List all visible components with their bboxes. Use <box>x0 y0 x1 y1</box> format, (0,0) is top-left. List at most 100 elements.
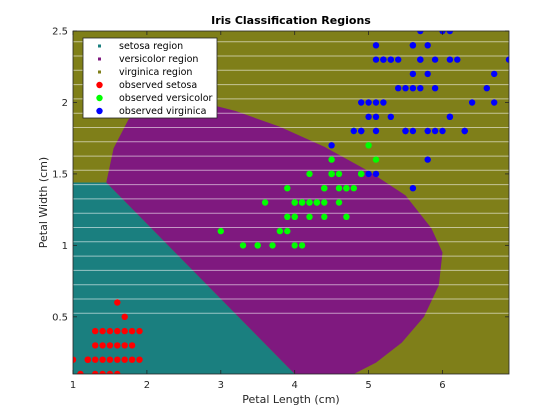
virginica-point <box>365 113 372 121</box>
y-tick-label: 1 <box>62 241 68 252</box>
virginica-point <box>358 99 365 106</box>
versicolor-point <box>291 213 298 220</box>
y-tick-label: 2.5 <box>52 27 68 38</box>
virginica-point <box>409 85 417 92</box>
virginica-point <box>446 31 454 35</box>
virginica-point <box>424 42 431 49</box>
versicolor-point <box>343 213 350 220</box>
versicolor-point <box>321 185 328 192</box>
x-axis-label: Petal Length (cm) <box>242 393 339 406</box>
versicolor-point <box>276 227 284 235</box>
virginica-point <box>431 127 439 135</box>
versicolor-point <box>284 227 291 235</box>
virginica-point <box>380 99 387 106</box>
virginica-point <box>409 70 417 78</box>
setosa-point <box>114 356 121 363</box>
legend-marker-virginica-region <box>98 70 101 74</box>
virginica-point <box>365 170 372 178</box>
setosa-point <box>128 342 136 349</box>
virginica-point <box>387 56 394 63</box>
legend-label-setosa-region: setosa region <box>119 41 183 52</box>
setosa-point <box>114 299 121 306</box>
versicolor-point <box>313 199 321 206</box>
legend-marker-observed-versicolor <box>96 94 103 102</box>
legend-marker-setosa-region <box>98 44 101 48</box>
setosa-point <box>99 370 106 374</box>
observed-points <box>73 31 509 374</box>
versicolor-point <box>298 199 306 206</box>
setosa-point <box>77 370 84 374</box>
virginica-point <box>328 142 335 149</box>
versicolor-point <box>321 213 328 220</box>
setosa-point <box>92 342 99 349</box>
virginica-point <box>402 127 409 135</box>
versicolor-region <box>106 96 443 374</box>
virginica-point <box>350 127 357 135</box>
virginica-point <box>365 99 372 106</box>
virginica-point <box>439 127 446 135</box>
y-tick-label: 0.5 <box>52 312 68 323</box>
virginica-point <box>424 156 431 163</box>
legend-label-observed-setosa: observed setosa <box>119 80 197 91</box>
x-tick-label: 3 <box>218 380 224 391</box>
virginica-point <box>387 113 394 121</box>
legend-label-observed-virginica: observed virginica <box>119 106 206 117</box>
virginica-point <box>380 56 387 63</box>
virginica-point <box>372 127 380 135</box>
versicolor-point <box>372 156 380 163</box>
versicolor-point <box>328 170 335 178</box>
virginica-point <box>468 99 476 106</box>
legend-marker-observed-virginica <box>96 107 103 115</box>
setosa-point <box>121 342 128 349</box>
versicolor-point <box>284 185 291 192</box>
versicolor-point <box>365 142 372 149</box>
setosa-point <box>84 356 92 363</box>
versicolor-point <box>321 199 328 206</box>
y-tick-label: 1.5 <box>52 169 68 180</box>
virginica-point <box>483 85 490 92</box>
versicolor-point <box>335 170 343 178</box>
setosa-point <box>121 313 128 320</box>
virginica-point <box>431 85 439 92</box>
y-tick-label: 2 <box>62 98 68 109</box>
virginica-point <box>402 85 409 92</box>
setosa-point <box>99 356 106 363</box>
y-axis-ticks: 0.5 1 1.5 2 2.5 <box>52 27 509 323</box>
setosa-point <box>114 327 121 335</box>
y-axis-label: Petal Width (cm) <box>37 157 50 248</box>
versicolor-point <box>328 156 335 163</box>
x-tick-label: 1 <box>70 380 76 391</box>
chart-title: Iris Classification Regions <box>211 14 371 27</box>
versicolor-point <box>343 185 350 192</box>
legend-marker-versicolor-region <box>98 57 101 61</box>
setosa-point <box>128 356 136 363</box>
virginica-point <box>358 127 365 135</box>
x-tick-label: 2 <box>144 380 150 391</box>
legend-label-versicolor-region: versicolor region <box>119 54 198 65</box>
virginica-point <box>409 127 417 135</box>
virginica-point <box>505 56 509 63</box>
virginica-point <box>372 99 380 106</box>
versicolor-point <box>306 199 313 206</box>
setosa-point <box>136 356 143 363</box>
versicolor-point <box>335 185 343 192</box>
virginica-point <box>372 113 380 121</box>
virginica-point <box>431 56 439 63</box>
x-axis-ticks: 1 2 3 4 5 6 <box>70 31 446 391</box>
virginica-point <box>491 99 498 106</box>
x-tick-label: 4 <box>292 380 298 391</box>
virginica-point <box>446 113 454 121</box>
versicolor-point <box>269 242 276 249</box>
setosa-point <box>121 356 128 363</box>
setosa-point <box>106 342 114 349</box>
virginica-point <box>491 70 498 78</box>
versicolor-point <box>335 199 343 206</box>
legend-label-observed-versicolor: observed versicolor <box>119 93 213 104</box>
setosa-region <box>73 182 295 374</box>
virginica-point <box>409 42 417 49</box>
virginica-point <box>454 56 461 63</box>
virginica-point <box>372 170 380 178</box>
versicolor-point <box>358 170 365 178</box>
versicolor-point <box>239 242 247 249</box>
